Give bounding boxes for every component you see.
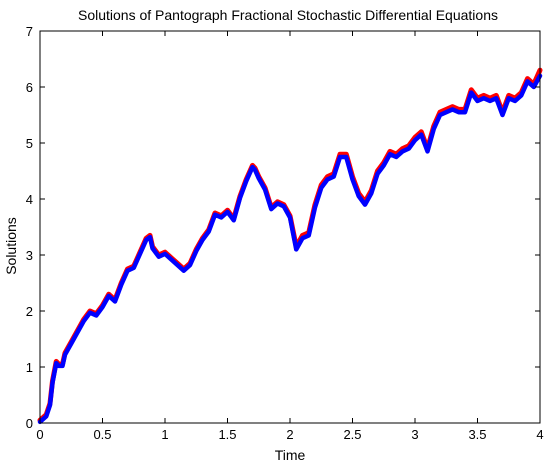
x-tick-label: 3 bbox=[411, 427, 418, 442]
y-axis: 0 1 2 3 4 5 6 7 bbox=[26, 24, 540, 431]
plot-series bbox=[37, 67, 543, 425]
series-line-1 bbox=[37, 67, 543, 423]
y-tick-label: 3 bbox=[26, 248, 33, 263]
y-tick-label: 0 bbox=[26, 416, 33, 431]
y-tick-label: 5 bbox=[26, 136, 33, 151]
x-tick-label: 0 bbox=[36, 427, 43, 442]
y-tick-label: 1 bbox=[26, 360, 33, 375]
y-axis-title: Solutions bbox=[3, 217, 19, 275]
y-tick-label: 4 bbox=[26, 192, 33, 207]
x-tick-label: 0.5 bbox=[93, 427, 111, 442]
y-tick-label: 6 bbox=[26, 80, 33, 95]
y-tick-label: 2 bbox=[26, 304, 33, 319]
x-axis-title: Time bbox=[275, 447, 306, 463]
y-tick-label: 7 bbox=[26, 24, 33, 39]
x-tick-label: 4 bbox=[536, 427, 543, 442]
series-line-2 bbox=[37, 73, 543, 425]
x-axis: 0 0.5 1 1.5 2 2.5 3 3.5 4 bbox=[36, 31, 544, 442]
chart-title: Solutions of Pantograph Fractional Stoch… bbox=[78, 7, 498, 23]
x-tick-label: 2 bbox=[286, 427, 293, 442]
x-tick-label: 1.5 bbox=[218, 427, 236, 442]
x-tick-label: 2.5 bbox=[343, 427, 361, 442]
x-tick-label: 3.5 bbox=[468, 427, 486, 442]
x-tick-label: 1 bbox=[161, 427, 168, 442]
